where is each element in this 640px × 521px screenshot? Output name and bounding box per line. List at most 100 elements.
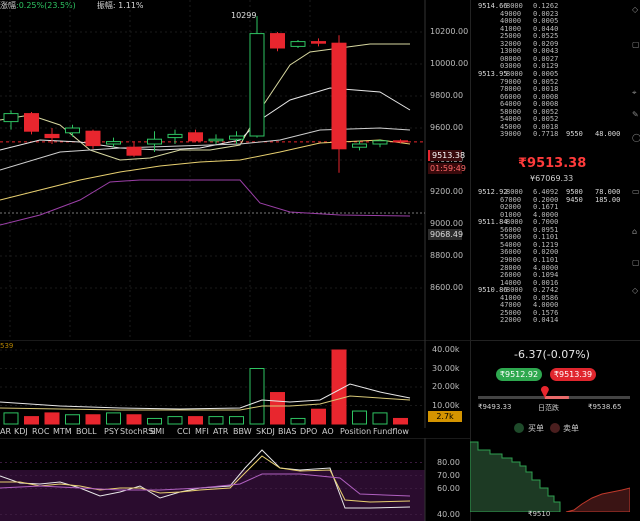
order-amount: 32000 <box>500 39 522 48</box>
bid-row[interactable]: 28000 4.0000 <box>470 264 640 272</box>
ask-row[interactable]: 54000 0.0052 <box>470 116 640 123</box>
day-range-slider[interactable] <box>470 384 640 404</box>
sell-legend-label: 卖单 <box>563 424 579 433</box>
ask-row[interactable]: 58000 0.0052 <box>470 108 640 116</box>
buy-price-button[interactable]: ₹9512.92 <box>496 368 542 381</box>
oscillator-chart[interactable] <box>0 438 470 521</box>
indicator-tab-cci[interactable]: CCI <box>177 427 191 436</box>
crosshair-icon[interactable]: ⌖ <box>632 88 637 97</box>
line-tool-icon[interactable]: ▢ <box>632 40 640 49</box>
bid-row[interactable]: 26000 0.1094 <box>470 272 640 279</box>
ask-row[interactable]: 08000 0.0027 <box>470 54 640 63</box>
bid-row[interactable]: 02000 0.1671 <box>470 204 640 211</box>
volume-bar <box>208 416 224 425</box>
depth-chart[interactable] <box>470 440 630 512</box>
lock-icon[interactable]: ▢ <box>632 258 640 267</box>
bid-row[interactable]: 9510.86 8000 0.2742 <box>470 287 640 294</box>
ask-row[interactable]: 32000 0.0209 <box>470 39 640 48</box>
price-axis-label: 10200.00 <box>430 27 469 36</box>
indicator-tab-bias[interactable]: BIAS <box>278 427 297 436</box>
order-sum: 0.0027 <box>533 54 559 63</box>
indicator-tab-psy[interactable]: PSY <box>104 427 119 436</box>
volume-bar <box>331 349 347 425</box>
ma-line <box>0 87 411 151</box>
indicator-tab-ao[interactable]: AO <box>322 427 334 436</box>
indicator-tab-position[interactable]: Position <box>340 427 372 436</box>
bid-row[interactable]: 56000 0.0951 <box>470 226 640 234</box>
oscillator-axis-label: 40.00 <box>437 509 460 519</box>
bid-row[interactable]: 36000 0.0200 <box>470 249 640 256</box>
order-sum: 0.0018 <box>533 122 559 131</box>
volume-bar <box>147 417 162 425</box>
ask-row[interactable]: 9513.95 8000 0.0005 <box>470 70 640 78</box>
volume-bar <box>311 408 326 425</box>
bid-row[interactable]: 22000 0.0414 <box>470 317 640 324</box>
depth-panel[interactable]: -6.37(-0.07%) ₹9512.92 ₹9513.39 ₹9493.33… <box>470 340 640 521</box>
gear-icon[interactable]: ◇ <box>632 5 639 14</box>
order-sum: 4.0000 <box>533 210 559 219</box>
sell-price-button[interactable]: ₹9513.39 <box>550 368 596 381</box>
order-sum: 0.0586 <box>533 293 559 302</box>
text-icon[interactable]: ▭ <box>632 187 640 196</box>
indicator-tab-mfi[interactable]: MFI <box>195 427 209 436</box>
indicator-tab-smi[interactable]: SMI <box>150 427 165 436</box>
ask-row[interactable]: 66000 0.0008 <box>470 92 640 101</box>
ask-row[interactable]: 25000 0.0525 <box>470 33 640 40</box>
main-chart-area[interactable]: 涨幅:0.25%(23.5%) 振幅: 1.11% 10299 10200.00… <box>0 0 470 521</box>
volume-chart[interactable] <box>0 340 470 428</box>
order-book[interactable]: 9514.66 8000 0.1262 49000 0.0023 40000 0.0005 4… <box>470 0 640 340</box>
ask-row[interactable]: 41000 0.0440 <box>470 25 640 33</box>
indicator-tab-skdj[interactable]: SKDJ <box>256 427 275 436</box>
bid-row[interactable]: 55000 0.1101 <box>470 234 640 241</box>
indicator-tab-ar[interactable]: AR <box>0 427 12 436</box>
indicator-tab-kdj[interactable]: KDJ <box>14 427 28 436</box>
bid-row[interactable]: 54000 0.1219 <box>470 241 640 249</box>
panel-divider <box>470 0 471 521</box>
ask-row[interactable]: 40000 0.0005 <box>470 18 640 25</box>
indicator-tab-bbw[interactable]: BBW <box>233 427 252 436</box>
volume-bar <box>126 414 142 425</box>
draw-icon[interactable]: ◯ <box>632 133 640 142</box>
bid-row[interactable]: 9512.92 8000 6.4092 9500 78.000 <box>470 189 640 196</box>
order-sum: 0.0008 <box>533 92 559 101</box>
bollinger-upper-line <box>0 43 410 161</box>
crosshair-price-tag: 9068.49 <box>428 229 464 240</box>
candle-body <box>85 130 101 147</box>
bid-row[interactable]: 14000 0.0016 <box>470 279 640 287</box>
ask-row[interactable]: 39000 0.7718 9550 48.000 <box>470 131 640 138</box>
indicator-tab-stochrsi[interactable]: StochRSI <box>120 427 156 436</box>
bid-row[interactable]: 9511.84 8000 0.7000 <box>470 219 640 226</box>
bid-row[interactable]: 67000 0.2000 9450 185.00 <box>470 196 640 204</box>
order-price: 9514.66 <box>478 2 508 10</box>
candlestick-chart[interactable] <box>0 0 470 340</box>
indicator-tab-boll[interactable]: BOLL <box>76 427 97 436</box>
indicator-tab-roc[interactable]: ROC <box>32 427 50 436</box>
indicator-tab-dpo[interactable]: DPO <box>300 427 318 436</box>
bid-row[interactable]: 01000 4.0000 <box>470 210 640 219</box>
volume-bar <box>270 392 285 425</box>
ask-row[interactable]: 49000 0.0023 <box>470 10 640 18</box>
volume-bar <box>3 412 19 425</box>
measure-icon[interactable]: ✎ <box>632 110 639 119</box>
indicator-tab-atr[interactable]: ATR <box>213 427 229 436</box>
bid-row[interactable]: 29000 0.1101 <box>470 256 640 264</box>
visibility-icon[interactable]: ◇ <box>632 286 639 295</box>
ask-row[interactable]: 45000 0.0018 <box>470 122 640 131</box>
bid-row[interactable]: 47000 4.0000 <box>470 302 640 309</box>
order-sum: 0.7000 <box>533 218 559 227</box>
bid-row[interactable]: 41000 0.0586 <box>470 293 640 302</box>
indicator-tab-mtm[interactable]: MTM <box>53 427 72 436</box>
ask-row[interactable]: 78000 0.0018 <box>470 86 640 93</box>
ask-row[interactable]: 9514.66 8000 0.1262 <box>470 3 640 10</box>
order-sum: 0.1094 <box>533 271 559 280</box>
ask-row[interactable]: 64000 0.0008 <box>470 101 640 108</box>
indicator-tab-fundflow[interactable]: Fundflow <box>373 427 409 436</box>
order-sum: 6.4092 <box>533 188 559 196</box>
ask-row[interactable]: 13000 0.0043 <box>470 48 640 55</box>
magnet-icon[interactable]: ⌂ <box>632 227 638 236</box>
order-sum: 0.0018 <box>533 85 559 94</box>
ask-row[interactable]: 79000 0.0052 <box>470 78 640 86</box>
ask-row[interactable]: 03000 0.0129 <box>470 63 640 70</box>
bid-row[interactable]: 25000 0.1576 <box>470 309 640 317</box>
price-axis-label: 8600.00 <box>430 283 464 292</box>
